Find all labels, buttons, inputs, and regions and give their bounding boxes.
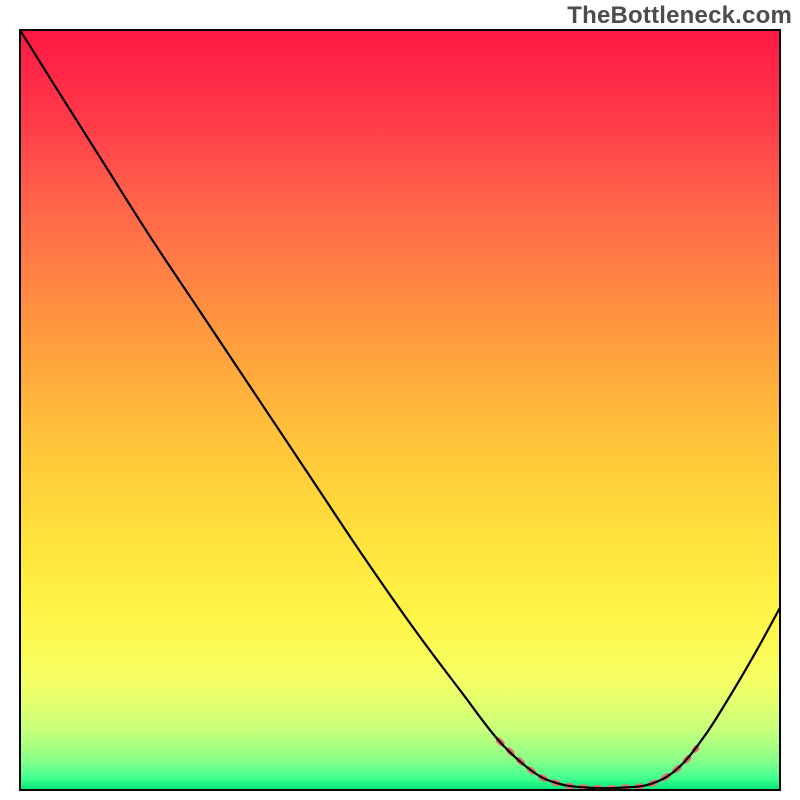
gradient-background xyxy=(20,30,780,790)
bottleneck-chart xyxy=(0,0,800,800)
watermark-text: TheBottleneck.com xyxy=(567,2,792,30)
chart-container: TheBottleneck.com xyxy=(0,0,800,800)
